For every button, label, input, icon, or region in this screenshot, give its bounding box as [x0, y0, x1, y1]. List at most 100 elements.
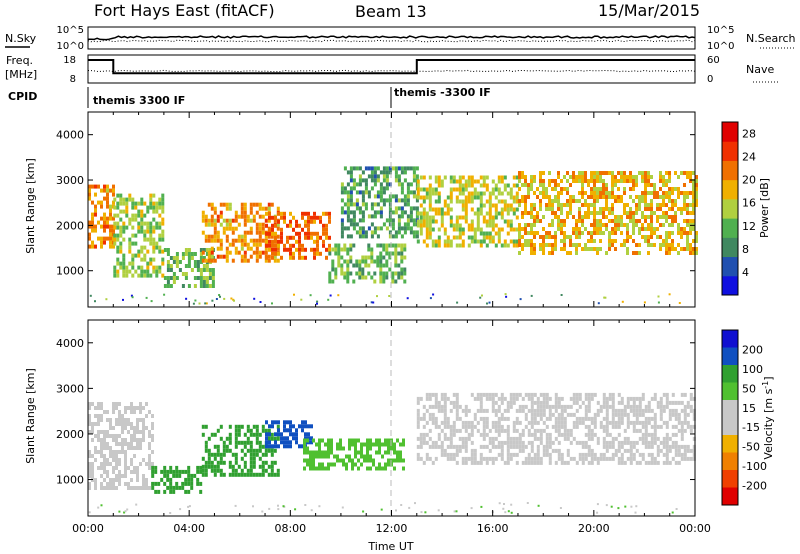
velocity-cell [602, 392, 606, 397]
velocity-cell [539, 440, 543, 445]
power-cell [367, 226, 371, 231]
velocity-cell [151, 469, 155, 474]
velocity-cell [336, 454, 339, 459]
power-cell [231, 238, 235, 243]
velocity-cell [548, 416, 552, 421]
power-cell [548, 171, 551, 175]
power-cell [340, 255, 344, 260]
velocity-cell [106, 434, 109, 438]
power-cell [394, 279, 398, 284]
power-cell [491, 227, 495, 232]
power-cell [533, 175, 536, 179]
velocity-cell [494, 392, 498, 397]
velocity-cell [665, 460, 669, 465]
power-cell [563, 223, 566, 227]
power-cell [400, 255, 404, 260]
velocity-cell [521, 444, 525, 449]
velocity-cell [196, 477, 200, 482]
power-cell [106, 200, 109, 205]
velocity-cell [163, 481, 167, 486]
power-cell [461, 227, 465, 232]
power-cell [394, 247, 398, 252]
velocity-cell [440, 444, 444, 449]
velocity-cell [554, 416, 558, 421]
velocity-cell [539, 428, 543, 433]
velocity-cell [467, 420, 471, 425]
power-cell [276, 258, 280, 263]
power-cell [647, 191, 650, 195]
velocity-cell [422, 416, 426, 421]
power-cell [461, 207, 465, 212]
power-cell [650, 199, 653, 203]
velocity-cell [289, 420, 292, 425]
power-cell [201, 218, 205, 223]
power-cell [527, 239, 530, 243]
power-cell [635, 211, 638, 215]
power-cell [464, 219, 468, 224]
velocity-cell [277, 420, 280, 425]
power-cell [158, 245, 162, 250]
power-cell [515, 195, 519, 200]
velocity-cell [515, 392, 519, 397]
power-cell [97, 184, 100, 189]
velocity-cell [312, 458, 315, 463]
velocity-cell [671, 392, 675, 397]
velocity-cell [425, 456, 429, 461]
velocity-cell [650, 436, 654, 441]
power-cell [349, 166, 353, 171]
power-cell [452, 235, 456, 240]
power-cell [152, 229, 156, 234]
velocity-cell [97, 414, 100, 418]
power-cell [584, 227, 587, 231]
power-cell [361, 198, 365, 203]
power-cell [119, 261, 123, 266]
power-cell [518, 203, 521, 207]
velocity-cell [228, 424, 232, 429]
velocity-colorbar-swatch [722, 347, 738, 366]
velocity-cell [605, 416, 609, 421]
velocity-cell [154, 481, 158, 486]
power-cell [175, 264, 179, 268]
power-cell [614, 183, 617, 187]
power-cell [119, 233, 123, 238]
power-cell [310, 219, 313, 224]
velocity-cell [584, 424, 588, 429]
power-cell [243, 242, 247, 247]
power-cell [419, 231, 423, 236]
power-cell [657, 301, 660, 304]
power-cell [175, 276, 179, 280]
power-cell [213, 226, 217, 231]
power-cell [100, 216, 103, 221]
velocity-cell [632, 444, 636, 449]
power-cell [137, 273, 141, 278]
velocity-cell [431, 392, 435, 397]
power-cell [626, 223, 629, 227]
power-cell [506, 203, 510, 208]
velocity-cell [623, 408, 627, 413]
power-cell [473, 179, 477, 184]
power-cell [361, 230, 365, 235]
power-cell [340, 198, 344, 203]
power-cell [259, 301, 262, 303]
velocity-cell [231, 464, 235, 469]
power-cell [243, 250, 247, 255]
power-cell [367, 263, 371, 268]
velocity-cell [536, 448, 540, 453]
velocity-cell [542, 412, 546, 417]
velocity-cell [539, 404, 543, 409]
velocity-cell [461, 408, 465, 413]
power-cell [216, 230, 220, 235]
power-cell [629, 207, 632, 211]
power-cell [112, 244, 115, 249]
power-cell [476, 195, 480, 200]
velocity-cell [139, 486, 142, 490]
power-cell [367, 214, 371, 219]
power-cell [307, 219, 310, 224]
power-cell [608, 243, 611, 247]
power-cell [443, 243, 447, 248]
power-cell [361, 214, 365, 219]
power-cell [286, 223, 289, 228]
velocity-cell [584, 408, 588, 413]
velocity-cell [620, 400, 624, 405]
velocity-cell [539, 432, 543, 437]
